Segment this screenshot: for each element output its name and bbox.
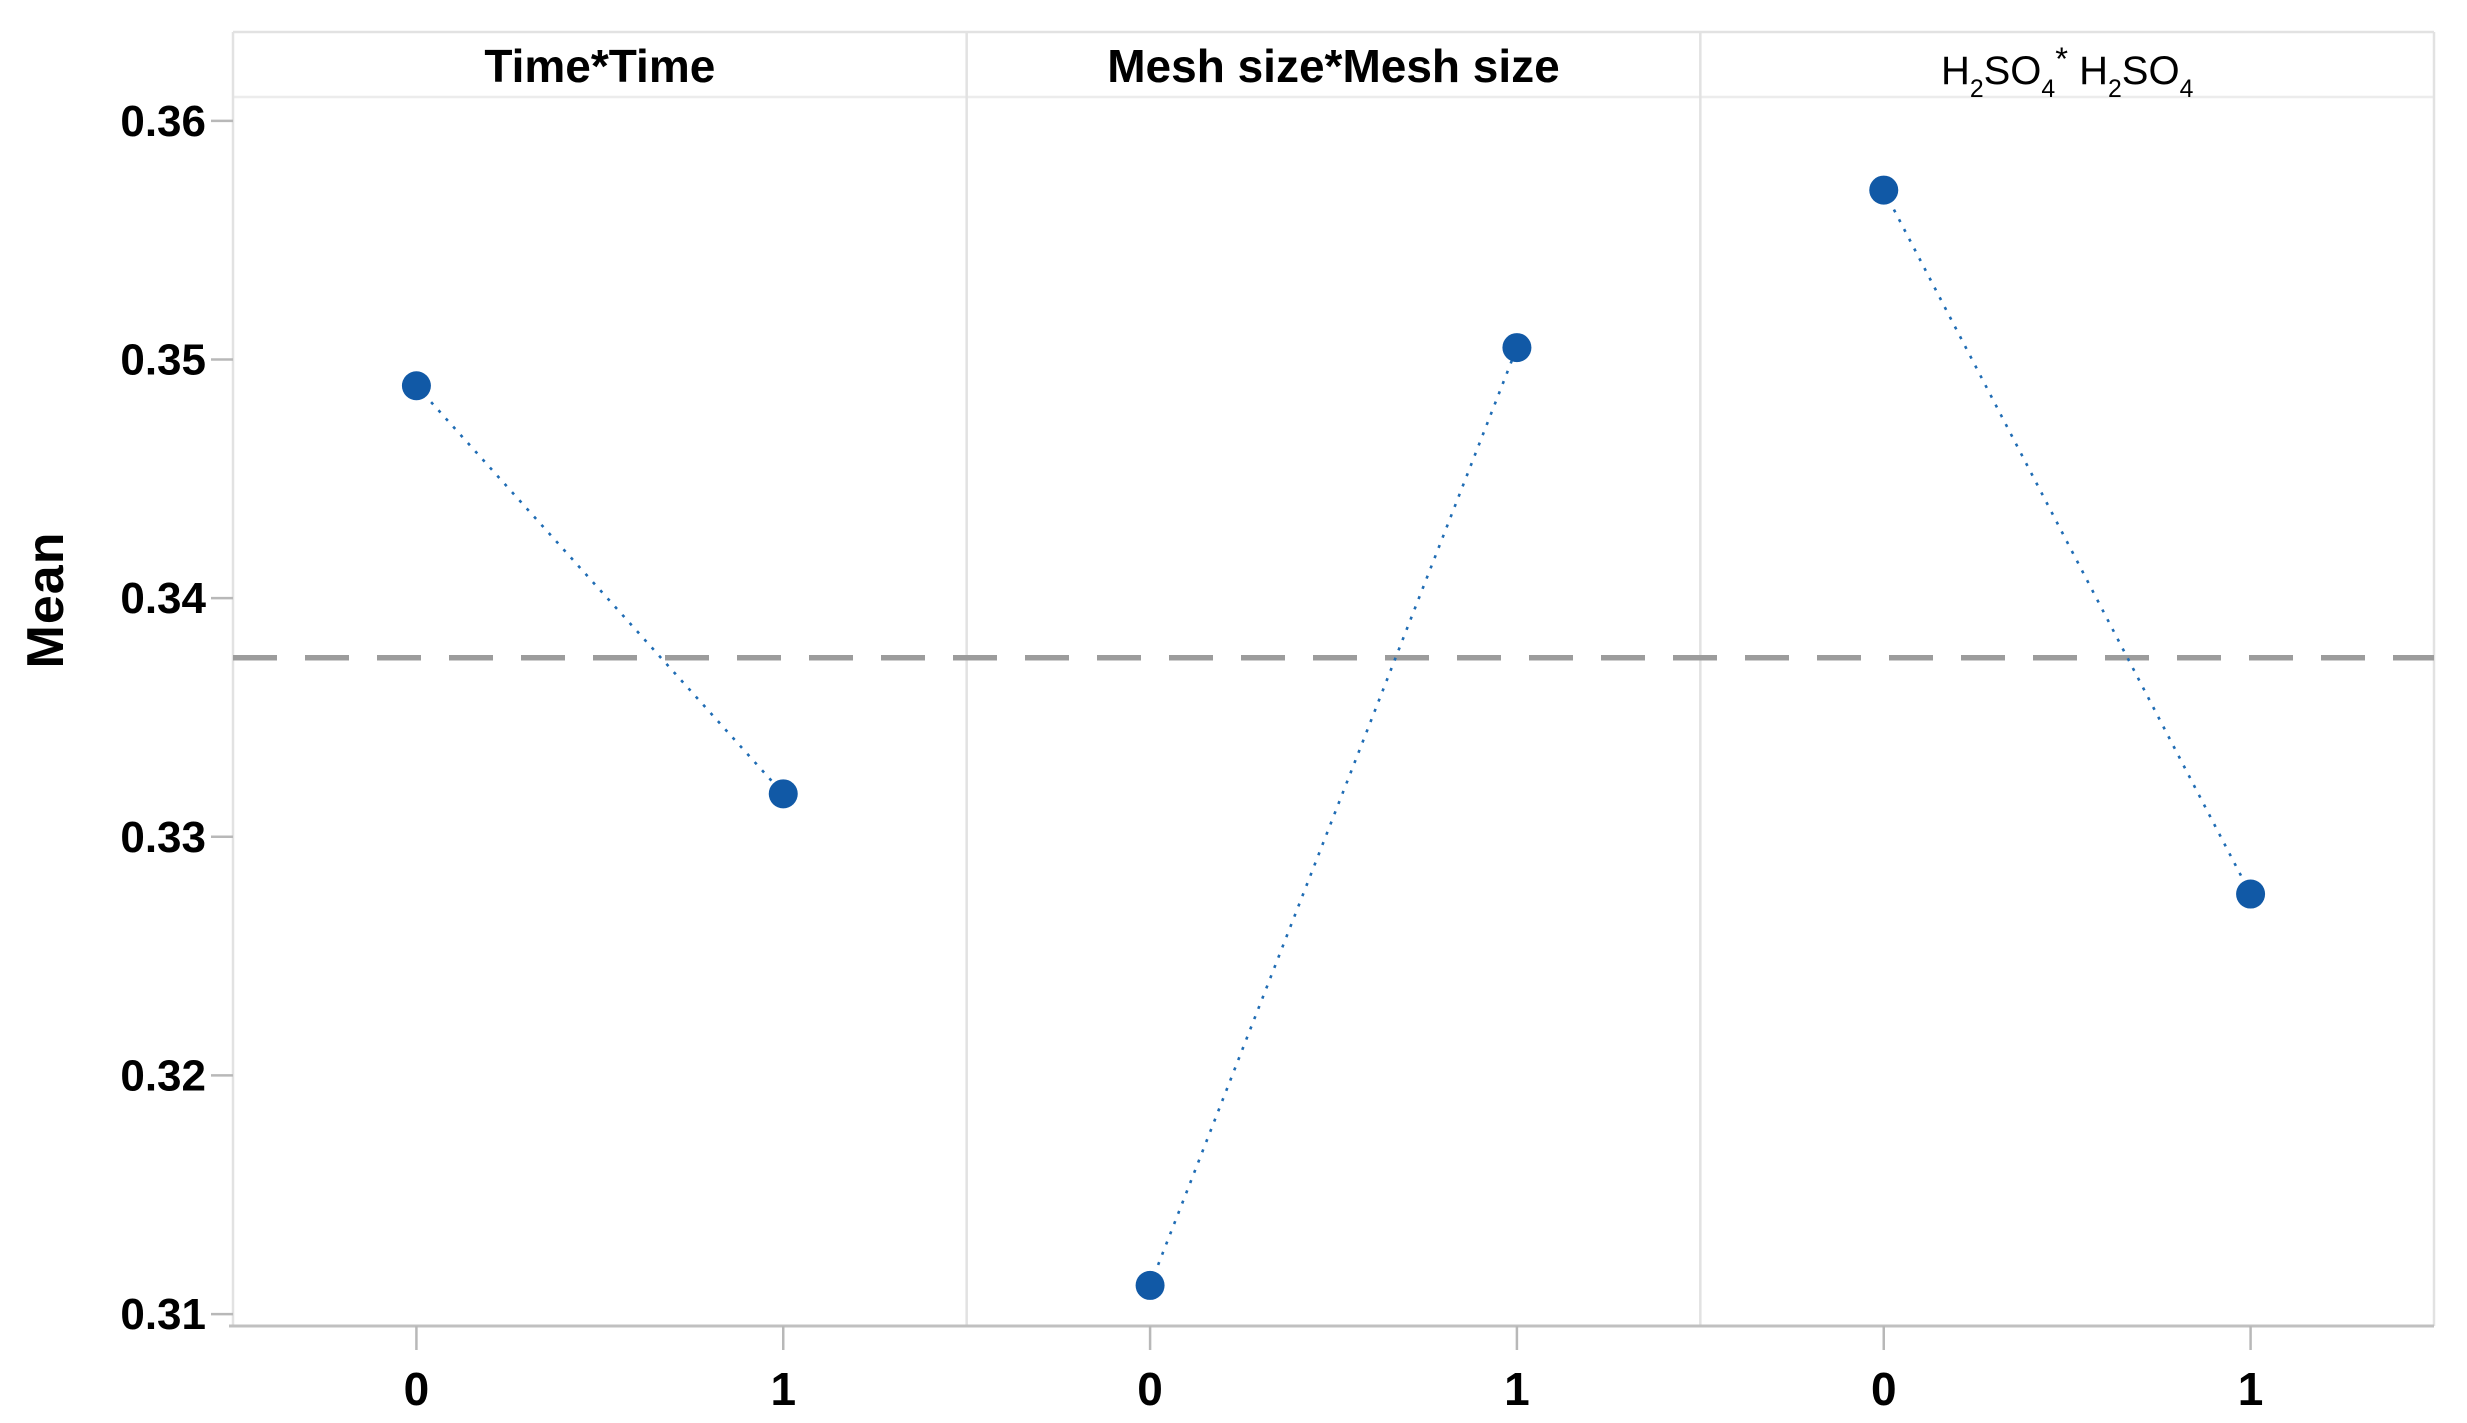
x-axis-tick-label: 1 [770, 1363, 796, 1415]
y-axis-tick-label: 0.35 [120, 336, 206, 385]
y-axis-title: Mean [17, 531, 75, 669]
trend-line [1882, 189, 2252, 895]
y-axis-tick-label: 0.31 [120, 1290, 206, 1339]
x-axis-tick-label: 0 [1137, 1363, 1163, 1415]
panel-title: Mesh size*Mesh size [1107, 40, 1560, 92]
y-axis-tick-label: 0.32 [120, 1051, 206, 1100]
x-axis-tick-label: 0 [404, 1363, 430, 1415]
x-axis-tick-label: 0 [1871, 1363, 1897, 1415]
panel-title: Time*Time [484, 40, 715, 92]
x-axis-tick-label: 1 [1504, 1363, 1530, 1415]
data-point [1869, 175, 1899, 205]
x-axis-tick-label: 1 [2238, 1363, 2264, 1415]
y-axis-tick-label: 0.33 [120, 813, 206, 862]
y-axis-tick-label: 0.36 [120, 97, 206, 146]
data-point [1502, 333, 1532, 363]
data-point [401, 371, 431, 401]
panel-title: H2SO4* H2SO4 [1941, 40, 2194, 103]
data-point [768, 779, 798, 809]
data-point [1135, 1270, 1165, 1300]
y-axis-tick-label: 0.34 [120, 574, 206, 623]
trend-line [1148, 347, 1519, 1286]
data-point [2236, 879, 2266, 909]
trend-line [415, 384, 785, 795]
